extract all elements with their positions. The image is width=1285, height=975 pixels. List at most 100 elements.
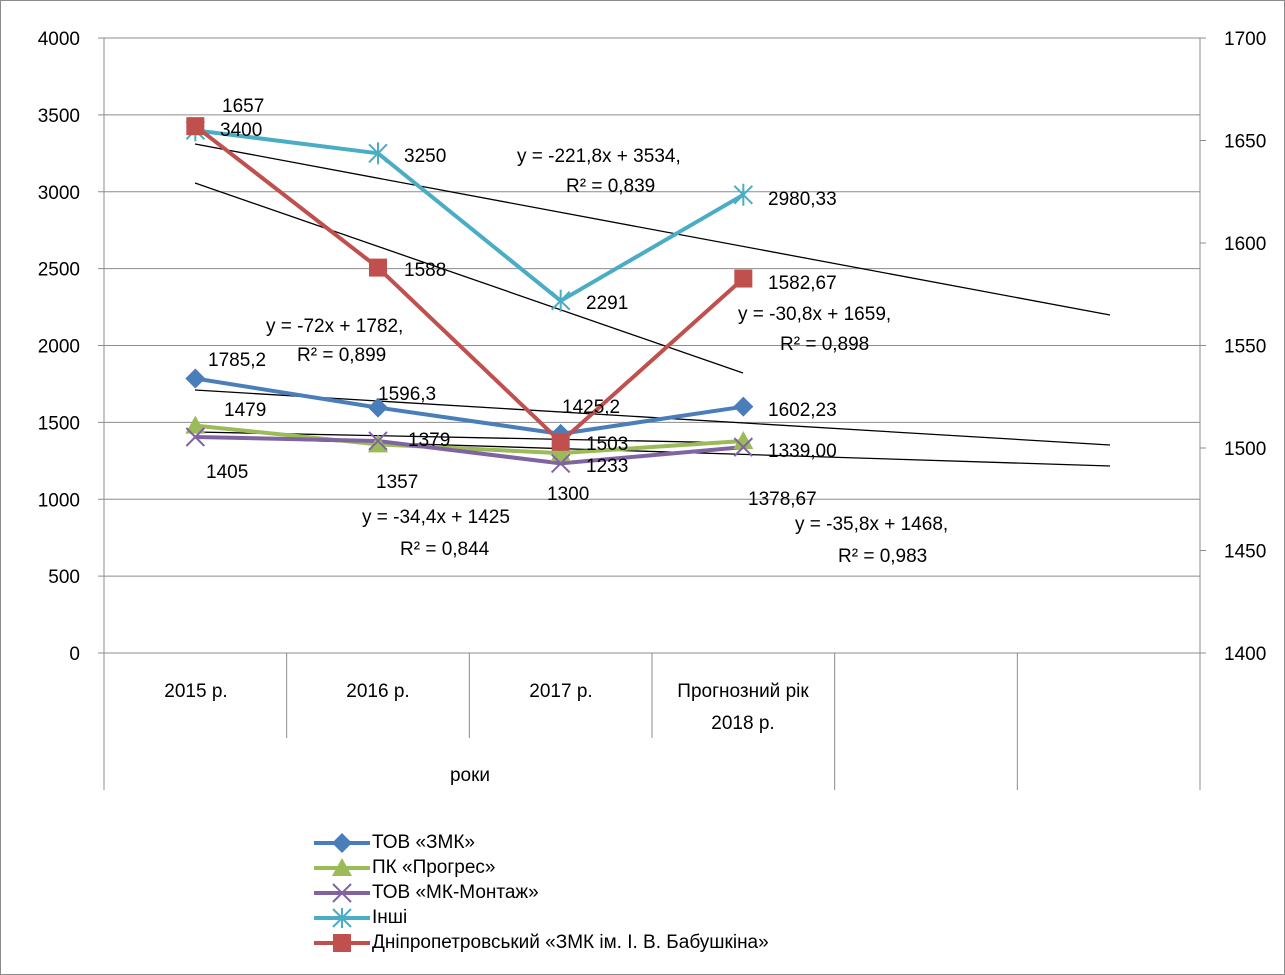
data-point bbox=[369, 258, 387, 277]
data-point bbox=[733, 431, 754, 450]
trendline bbox=[194, 389, 1111, 446]
axis-texts: 0 500 1000 1500 2000 2500 3000 3500 4000 1400 1450… bbox=[38, 29, 1267, 786]
data-point bbox=[185, 368, 206, 389]
y-right-tick-label: 1500 bbox=[1224, 439, 1266, 460]
category-label: 2016 р. bbox=[346, 681, 409, 702]
legend-item: ТОВ «МК-Монтаж» bbox=[312, 880, 769, 905]
data-point-stroke bbox=[550, 453, 571, 474]
y-left-tick-label: 2000 bbox=[38, 337, 80, 358]
trendline-equation: y = -35,8x + 1468, bbox=[795, 514, 948, 535]
y-left-tick-label: 3500 bbox=[38, 106, 80, 127]
trendline-r2: R² = 0,839 bbox=[566, 176, 655, 197]
y-left-tick-label: 4000 bbox=[38, 29, 80, 50]
y-left-tick-label: 500 bbox=[48, 567, 80, 588]
y-left-tick-label: 1000 bbox=[38, 490, 80, 511]
data-label: 1405 bbox=[206, 462, 248, 483]
data-label: 1425,2 bbox=[562, 397, 620, 418]
data-label: 1233 bbox=[586, 456, 628, 477]
series-line bbox=[195, 128, 745, 303]
y-right-tick-label: 1700 bbox=[1224, 29, 1266, 50]
data-point bbox=[333, 933, 351, 952]
data-label: 1339,00 bbox=[768, 441, 837, 462]
legend-swatch bbox=[314, 882, 370, 903]
data-point bbox=[185, 415, 206, 434]
data-point-stroke bbox=[185, 427, 206, 447]
trendline bbox=[194, 143, 1111, 316]
data-label: 1602,23 bbox=[768, 400, 837, 421]
trendline-r2: R² = 0,844 bbox=[400, 539, 490, 560]
data-point bbox=[734, 269, 753, 288]
data-point bbox=[733, 396, 754, 417]
data-point bbox=[332, 857, 352, 876]
trendline-equation: y = -34,4x + 1425 bbox=[362, 507, 510, 528]
data-label: 1657 bbox=[222, 96, 264, 117]
data-label: 1588 bbox=[404, 260, 446, 281]
data-label: 1357 bbox=[376, 472, 418, 493]
legend-label: ТОВ «ЗМК» bbox=[372, 831, 475, 853]
legend-item: ПК «Прогрес» bbox=[312, 855, 769, 880]
data-point bbox=[368, 431, 388, 451]
data-labels: 1785,2 1596,3 1425,2 1602,23 1479 1357 1300 137… bbox=[206, 96, 948, 567]
trendline-r2: R² = 0,983 bbox=[838, 546, 927, 567]
legend-label: Інші bbox=[372, 906, 408, 928]
y-right-tick-label: 1600 bbox=[1224, 234, 1266, 255]
data-label: 3250 bbox=[404, 146, 446, 167]
series-markers bbox=[185, 117, 754, 474]
data-point-stroke bbox=[332, 882, 352, 903]
data-point bbox=[550, 453, 571, 474]
y-left-tick-label: 1500 bbox=[38, 413, 80, 434]
y-left-tick-label: 2500 bbox=[38, 260, 80, 281]
data-label: 2291 bbox=[586, 293, 628, 314]
axes bbox=[98, 37, 1206, 790]
data-label: 3400 bbox=[220, 120, 262, 141]
data-label: 1378,67 bbox=[748, 489, 817, 510]
gridlines bbox=[104, 37, 1200, 654]
series-line bbox=[194, 124, 745, 444]
legend-label: ПК «Прогрес» bbox=[372, 856, 496, 878]
y-left-tick-label: 3000 bbox=[38, 183, 80, 204]
trendline-r2: R² = 0,899 bbox=[297, 345, 386, 366]
legend-item: ТОВ «ЗМК» bbox=[312, 830, 769, 855]
data-point bbox=[368, 397, 388, 418]
trendline bbox=[194, 182, 744, 374]
data-point bbox=[551, 432, 570, 451]
legend: ТОВ «ЗМК» ПК «Прогрес» ТОВ «МК-Монтаж» Інші… bbox=[312, 830, 769, 955]
trendline-equation: y = -221,8x + 3534, bbox=[517, 146, 681, 167]
trendline-r2: R² = 0,898 bbox=[780, 334, 869, 355]
legend-item: Інші bbox=[312, 905, 769, 930]
data-point bbox=[332, 882, 352, 903]
data-label: 1785,2 bbox=[208, 350, 266, 371]
y-right-tick-label: 1550 bbox=[1224, 337, 1266, 358]
data-label: 1300 bbox=[547, 484, 589, 505]
data-label: 2980,33 bbox=[768, 189, 837, 210]
data-label: 1379 bbox=[408, 430, 450, 451]
y-right-tick-label: 1450 bbox=[1224, 542, 1266, 563]
series-line bbox=[194, 376, 744, 436]
legend-item: Дніпропетровський «ЗМК ім. І. В. Бабушкі… bbox=[312, 930, 769, 955]
category-label: 2017 р. bbox=[529, 681, 592, 702]
y-right-tick-label: 1400 bbox=[1224, 644, 1266, 665]
legend-swatch bbox=[314, 857, 370, 876]
category-label-line1: Прогнозний рік bbox=[677, 681, 809, 702]
data-label: 1582,67 bbox=[768, 273, 837, 294]
data-point bbox=[332, 907, 352, 928]
y-left-tick-label: 0 bbox=[69, 644, 80, 665]
data-point bbox=[332, 832, 352, 853]
data-point bbox=[733, 437, 754, 457]
data-point-stroke bbox=[368, 431, 388, 451]
legend-swatch bbox=[314, 907, 370, 928]
y-right-tick-label: 1650 bbox=[1224, 132, 1266, 153]
data-point bbox=[368, 434, 388, 453]
x-axis-title: роки bbox=[450, 765, 490, 786]
data-label: 1503 bbox=[586, 434, 628, 455]
data-point bbox=[733, 183, 754, 206]
line-chart: 1785,2 1596,3 1425,2 1602,23 1479 1357 1300 137… bbox=[38, 29, 1267, 790]
series-line bbox=[195, 435, 744, 466]
series-line bbox=[195, 423, 744, 456]
legend-swatch bbox=[314, 933, 370, 952]
data-point bbox=[550, 289, 571, 312]
series-lines bbox=[194, 124, 745, 466]
legend-label: Дніпропетровський «ЗМК ім. І. В. Бабушкі… bbox=[372, 931, 769, 953]
trendline-equation: y = -30,8x + 1659, bbox=[738, 304, 891, 325]
data-point bbox=[186, 117, 205, 136]
